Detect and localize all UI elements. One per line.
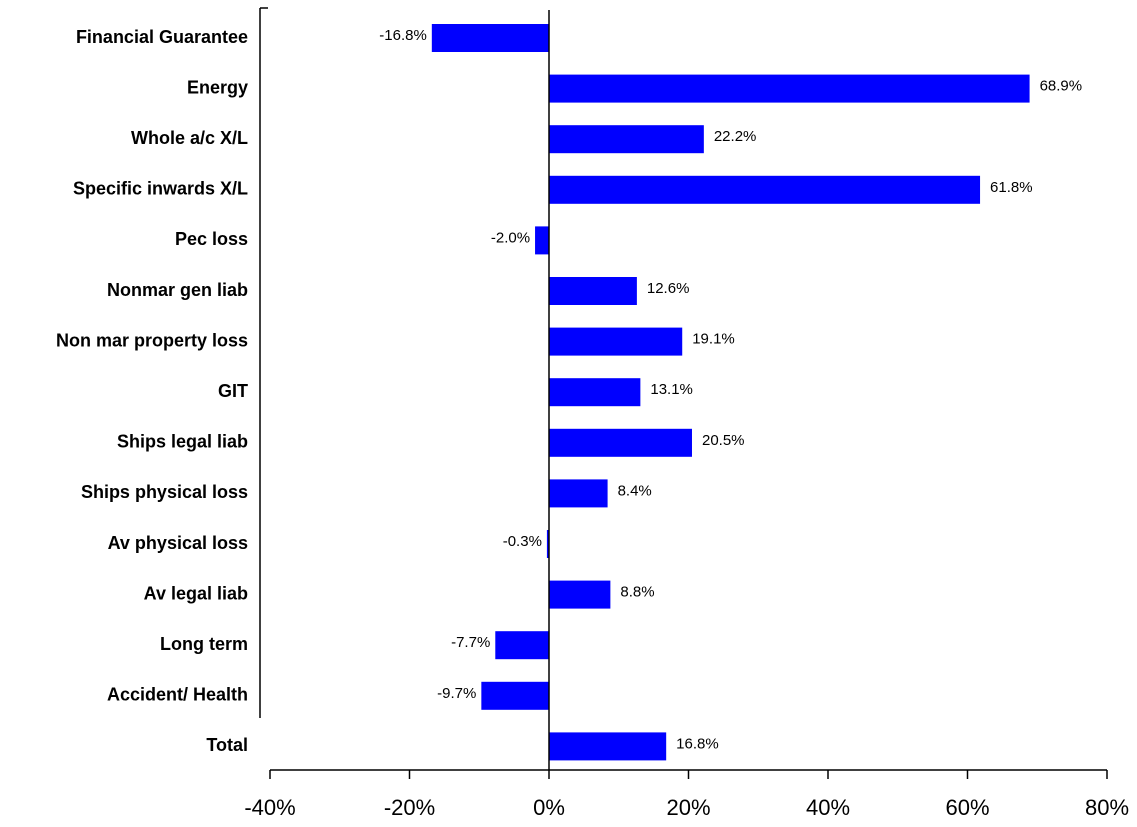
bar	[495, 631, 549, 660]
bar	[549, 175, 981, 204]
x-tick-label: -40%	[244, 795, 295, 820]
value-label: 22.2%	[714, 128, 757, 145]
category-label: Financial Guarantee	[76, 27, 248, 47]
value-label: 16.8%	[676, 735, 719, 752]
category-label: Pec loss	[175, 229, 248, 249]
bar	[549, 74, 1030, 103]
category-label: Av physical loss	[108, 533, 248, 553]
category-label: Whole a/c X/L	[131, 128, 248, 148]
category-label: Ships physical loss	[81, 482, 248, 502]
value-label: 61.8%	[990, 179, 1033, 196]
bar	[549, 580, 611, 609]
value-label: -16.8%	[379, 27, 427, 44]
bar	[549, 378, 641, 407]
category-label: Long term	[160, 634, 248, 654]
bar	[549, 732, 667, 761]
value-label: 19.1%	[692, 331, 735, 348]
bar	[549, 428, 692, 457]
category-label: Non mar property loss	[56, 330, 248, 350]
bar	[549, 327, 683, 356]
value-label: -2.0%	[491, 229, 530, 246]
category-label: Energy	[187, 77, 248, 97]
x-tick-label: -20%	[384, 795, 435, 820]
category-label: Nonmar gen liab	[107, 280, 248, 300]
bar	[481, 681, 549, 710]
x-tick-label: 80%	[1085, 795, 1129, 820]
value-label: 8.8%	[620, 584, 654, 601]
value-label: 8.4%	[618, 482, 652, 499]
category-label: Specific inwards X/L	[73, 179, 248, 199]
x-tick-label: 60%	[945, 795, 989, 820]
bar	[549, 479, 608, 508]
x-tick-label: 40%	[806, 795, 850, 820]
value-label: 20.5%	[702, 432, 745, 449]
x-tick-label: 0%	[533, 795, 565, 820]
bar	[549, 277, 637, 305]
category-label: GIT	[218, 381, 248, 401]
bar	[535, 226, 549, 255]
category-label: Av legal liab	[144, 583, 248, 603]
value-label: -7.7%	[451, 634, 490, 651]
category-label: Accident/ Health	[107, 685, 248, 705]
value-label: -0.3%	[503, 533, 542, 550]
bar	[431, 24, 549, 52]
value-label: 68.9%	[1040, 78, 1083, 95]
bar	[549, 125, 704, 154]
bar	[546, 530, 549, 558]
x-tick-label: 20%	[666, 795, 710, 820]
value-label: 12.6%	[647, 280, 690, 297]
category-label: Total	[206, 735, 248, 755]
category-label: Ships legal liab	[117, 432, 248, 452]
value-label: 13.1%	[650, 381, 693, 398]
value-label: -9.7%	[437, 685, 476, 702]
